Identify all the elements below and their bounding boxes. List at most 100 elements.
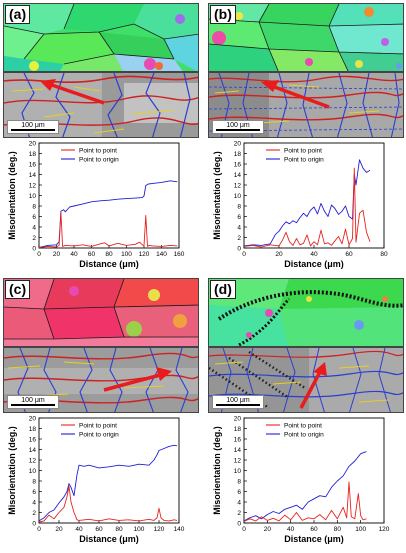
legend-label: Point to point: [284, 422, 322, 429]
y-tick-label: 2: [32, 510, 36, 517]
legend-label: Point to origin: [284, 156, 324, 163]
legend-label: Point to point: [79, 147, 117, 154]
x-tick-label: 40: [75, 526, 83, 533]
x-tick-label: 20: [55, 526, 63, 533]
panel-label: (d): [210, 280, 236, 299]
y-tick-label: 12: [234, 457, 242, 464]
y-tick-label: 20: [29, 415, 37, 422]
x-tick-label: 60: [345, 251, 353, 258]
y-tick-label: 4: [32, 224, 36, 231]
legend-label: Point to point: [79, 422, 117, 429]
y-tick-label: 4: [237, 224, 241, 231]
y-tick-label: 8: [237, 203, 241, 210]
x-tick-label: 80: [115, 526, 123, 533]
y-tick-label: 10: [29, 468, 37, 475]
x-tick-label: 140: [174, 526, 185, 533]
legend-label: Point to origin: [79, 156, 119, 163]
boundary-map: 100 μm: [208, 72, 404, 138]
x-tick-label: 80: [334, 526, 342, 533]
y-tick-label: 18: [234, 151, 242, 158]
plot-area: [38, 417, 180, 524]
y-axis-label: Misorientation (deg.): [212, 151, 222, 240]
y-tick-label: 6: [237, 489, 241, 496]
x-tick-label: 0: [37, 526, 41, 533]
series-line-point-to-origin: [243, 451, 367, 522]
misorientation-chart: 0 2 4 6 8 10 12 14 16 18 20 0 20 40 60 80 100 120 140 160 Di…: [3, 138, 199, 273]
misorientation-chart: 0 2 4 6 8 10 12 14 16 18 20 0 20 40 60 80 100 120 140 Dista…: [3, 413, 199, 548]
y-tick-label: 20: [234, 140, 242, 147]
y-tick-label: 6: [32, 214, 36, 221]
scale-bar: 100 μm: [7, 395, 59, 409]
y-tick-label: 12: [29, 182, 37, 189]
y-tick-label: 8: [237, 478, 241, 485]
y-tick-label: 6: [237, 214, 241, 221]
series-line-point-to-point: [38, 485, 178, 523]
x-tick-label: 0: [242, 251, 246, 258]
series-line-point-to-point: [243, 167, 371, 248]
y-tick-label: 10: [234, 468, 242, 475]
scale-bar-label: 100 μm: [226, 122, 250, 129]
y-tick-label: 14: [29, 172, 37, 179]
y-axis-label: Misorientation (deg.): [7, 151, 17, 240]
x-tick-label: 100: [355, 526, 366, 533]
x-axis-label: Distance (μm): [284, 534, 344, 544]
y-tick-label: 0: [237, 520, 241, 527]
y-tick-label: 0: [32, 520, 36, 527]
y-axis-label: Misorientation (deg.): [212, 426, 222, 515]
y-tick-label: 18: [29, 151, 37, 158]
panel-label: (a): [5, 5, 31, 24]
x-tick-label: 40: [70, 251, 78, 258]
y-tick-label: 8: [32, 203, 36, 210]
y-tick-label: 18: [234, 426, 242, 433]
y-tick-label: 20: [234, 415, 242, 422]
x-tick-label: 80: [380, 251, 388, 258]
ebsd-orientation-map: (b): [208, 3, 404, 72]
ebsd-orientation-map: (c): [3, 278, 199, 347]
x-tick-label: 20: [53, 251, 61, 258]
x-tick-label: 160: [174, 251, 185, 258]
scale-bar-label: 100 μm: [21, 122, 45, 129]
figure-panel-b: (b) 100 μm 0 2 4 6 8 10 12 14 16 18 20 0 20 40 60 80 Dis…: [208, 3, 404, 273]
y-tick-label: 14: [234, 172, 242, 179]
boundary-map: 100 μm: [208, 347, 404, 413]
legend-label: Point to point: [284, 147, 322, 154]
series-line-point-to-point: [38, 211, 178, 248]
y-tick-label: 2: [237, 510, 241, 517]
scale-bar: 100 μm: [7, 120, 59, 134]
x-tick-label: 40: [310, 251, 318, 258]
ebsd-orientation-map: (a): [3, 3, 199, 72]
x-tick-label: 60: [95, 526, 103, 533]
boundary-map: 100 μm: [3, 72, 199, 138]
x-tick-label: 80: [105, 251, 113, 258]
scale-bar: 100 μm: [212, 395, 264, 409]
x-tick-label: 0: [37, 251, 41, 258]
x-tick-label: 60: [88, 251, 96, 258]
y-tick-label: 12: [234, 182, 242, 189]
legend-label: Point to origin: [79, 431, 119, 438]
y-tick-label: 2: [32, 235, 36, 242]
y-tick-label: 12: [29, 457, 37, 464]
figure-panel-c: (c) 100 μm 0 2 4 6 8 10 12 14 16 18 20 0 20 40 60 80 100…: [3, 278, 199, 548]
series-line-point-to-point: [243, 481, 367, 522]
y-tick-label: 18: [29, 426, 37, 433]
y-tick-label: 4: [32, 499, 36, 506]
panel-label: (c): [5, 280, 31, 299]
y-tick-label: 14: [29, 447, 37, 454]
y-tick-label: 2: [237, 235, 241, 242]
y-axis-label: Misorientation (deg.): [7, 426, 17, 515]
panel-label: (b): [210, 5, 236, 24]
boundary-map: 100 μm: [3, 347, 199, 413]
y-tick-label: 16: [29, 436, 37, 443]
scale-bar-label: 100 μm: [226, 397, 250, 404]
misorientation-chart: 0 2 4 6 8 10 12 14 16 18 20 0 20 40 60 80 100 120 Distance…: [208, 413, 404, 548]
y-tick-label: 4: [237, 499, 241, 506]
y-tick-label: 20: [29, 140, 37, 147]
y-tick-label: 0: [32, 245, 36, 252]
scale-bar: 100 μm: [212, 120, 264, 134]
y-tick-label: 16: [29, 161, 37, 168]
y-tick-label: 6: [32, 489, 36, 496]
y-tick-label: 16: [234, 161, 242, 168]
x-axis-label: Distance (μm): [284, 259, 344, 269]
x-tick-label: 120: [154, 526, 165, 533]
y-tick-label: 10: [234, 193, 242, 200]
